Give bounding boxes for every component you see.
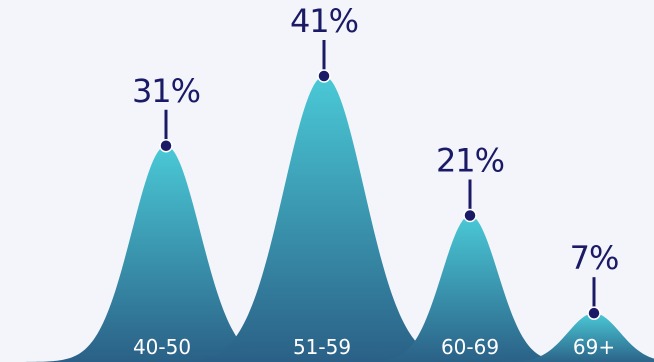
- category-label-69+: 69+: [573, 335, 615, 359]
- value-label-60-69: 21%: [436, 142, 504, 180]
- value-label-69+: 7%: [570, 239, 619, 277]
- category-label-51-59: 51-59: [293, 335, 351, 359]
- marker-dot-60-69: [463, 208, 477, 223]
- bell-69+: [484, 313, 654, 362]
- marker-dot-40-50: [159, 139, 173, 153]
- value-labels: 31% 41% 21% 7%: [132, 2, 619, 277]
- marker-dot-51-59: [317, 69, 331, 83]
- bell-60-69: [352, 215, 587, 362]
- bell-curves: [23, 76, 654, 362]
- value-label-40-50: 31%: [132, 72, 200, 110]
- category-label-40-50: 40-50: [133, 335, 191, 359]
- category-label-60-69: 60-69: [441, 335, 499, 359]
- category-labels: 40-50 51-59 60-69 69+: [133, 335, 615, 359]
- bell-51-59: [156, 76, 492, 362]
- value-markers: [159, 40, 601, 320]
- bell-40-50: [23, 145, 308, 362]
- value-label-51-59: 41%: [290, 2, 358, 40]
- marker-dot-69+: [587, 306, 601, 320]
